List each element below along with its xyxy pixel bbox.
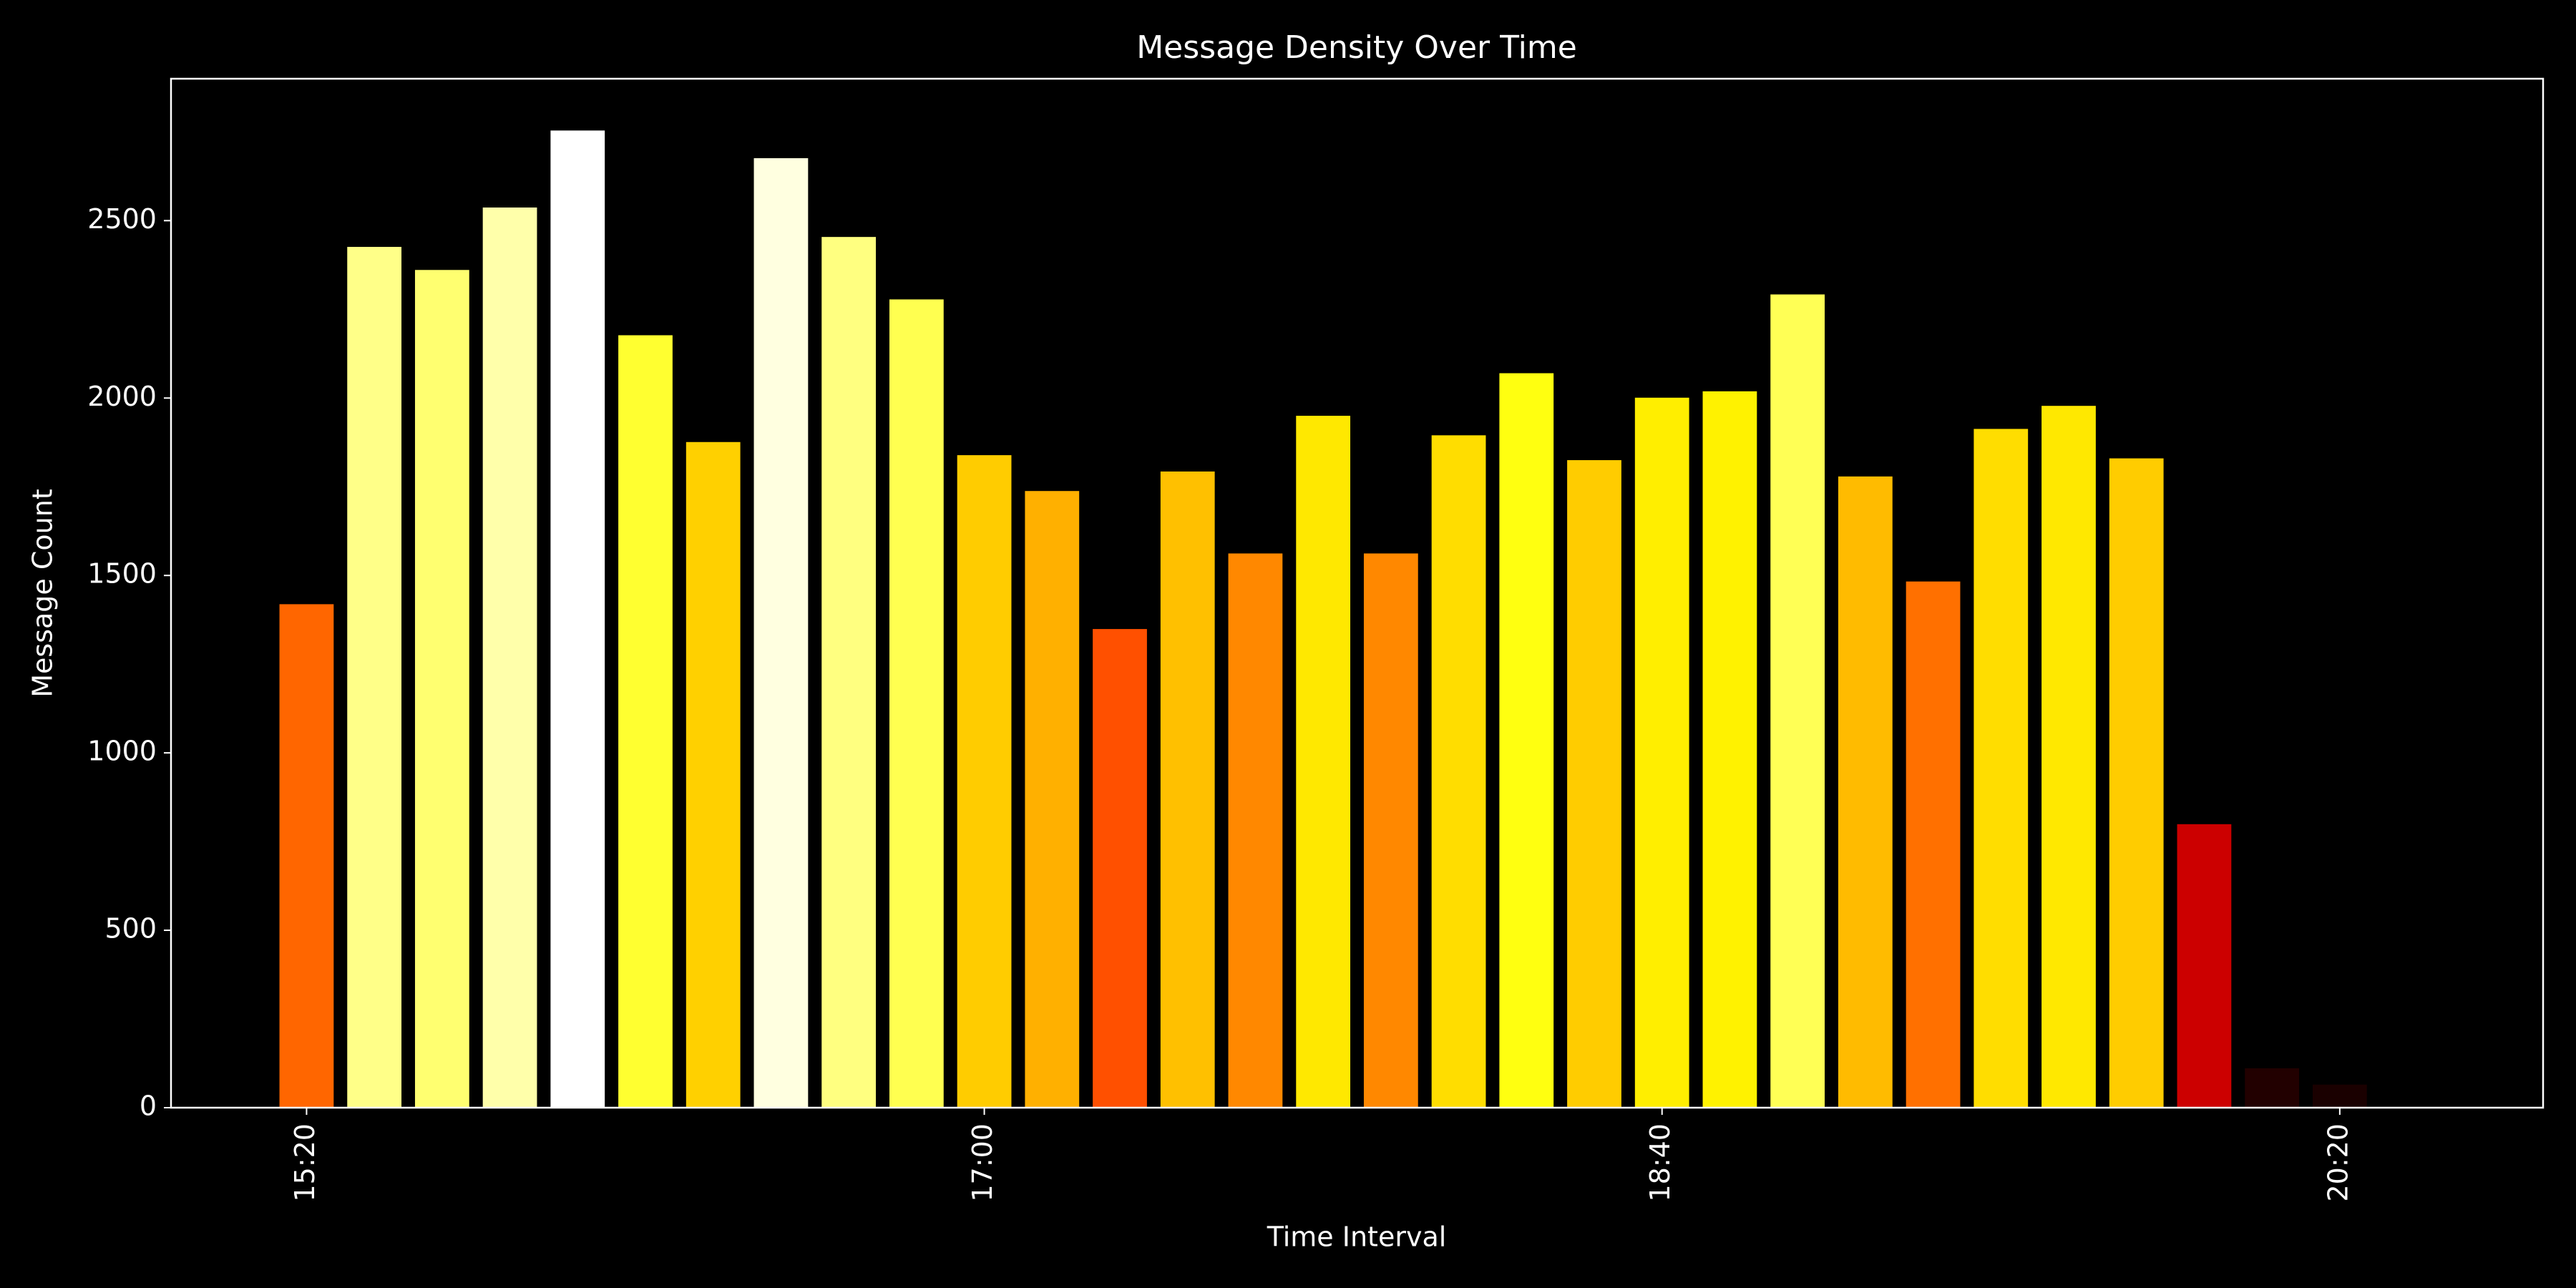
bar	[618, 335, 673, 1108]
bar	[2041, 406, 2096, 1108]
bar	[889, 299, 944, 1108]
x-tick-label: 15:20	[289, 1123, 321, 1202]
bar	[1499, 373, 1554, 1108]
bar	[1770, 294, 1825, 1108]
bar	[686, 441, 741, 1108]
bar	[2109, 458, 2164, 1108]
chart-title: Message Density Over Time	[1136, 29, 1577, 66]
bar	[753, 158, 809, 1108]
y-tick-label: 1500	[87, 558, 157, 590]
bar	[1228, 553, 1283, 1108]
bar	[1974, 429, 2029, 1108]
bar	[347, 247, 402, 1108]
bar	[2312, 1084, 2367, 1108]
x-axis-label: Time Interval	[1267, 1221, 1447, 1253]
bar	[1160, 471, 1215, 1108]
bar	[1363, 553, 1418, 1108]
bar	[550, 130, 605, 1108]
plot-frame	[170, 77, 2545, 1109]
y-tick-label: 500	[104, 913, 157, 945]
y-axis-label: Message Count	[27, 489, 59, 697]
x-tick-label: 17:00	[967, 1123, 998, 1202]
bar	[414, 270, 469, 1108]
bar	[2245, 1068, 2300, 1108]
bar	[1702, 391, 1757, 1108]
bar	[1431, 435, 1486, 1108]
bar	[482, 207, 537, 1108]
bar	[2177, 824, 2232, 1108]
bar	[1296, 416, 1351, 1108]
bar	[279, 604, 334, 1108]
y-tick-label: 1000	[87, 736, 157, 767]
y-tick-label: 0	[140, 1091, 157, 1122]
x-tick-label: 20:20	[2322, 1123, 2353, 1202]
bar	[1838, 476, 1893, 1108]
bar	[821, 237, 877, 1108]
bar	[1906, 581, 1961, 1108]
y-tick-label: 2500	[87, 203, 157, 235]
bar	[1567, 460, 1621, 1108]
y-tick-label: 2000	[87, 381, 157, 412]
bar	[957, 455, 1012, 1108]
x-tick-label: 18:40	[1644, 1123, 1676, 1202]
bar	[1634, 397, 1689, 1108]
bar	[1025, 491, 1080, 1108]
bar	[1093, 629, 1147, 1108]
